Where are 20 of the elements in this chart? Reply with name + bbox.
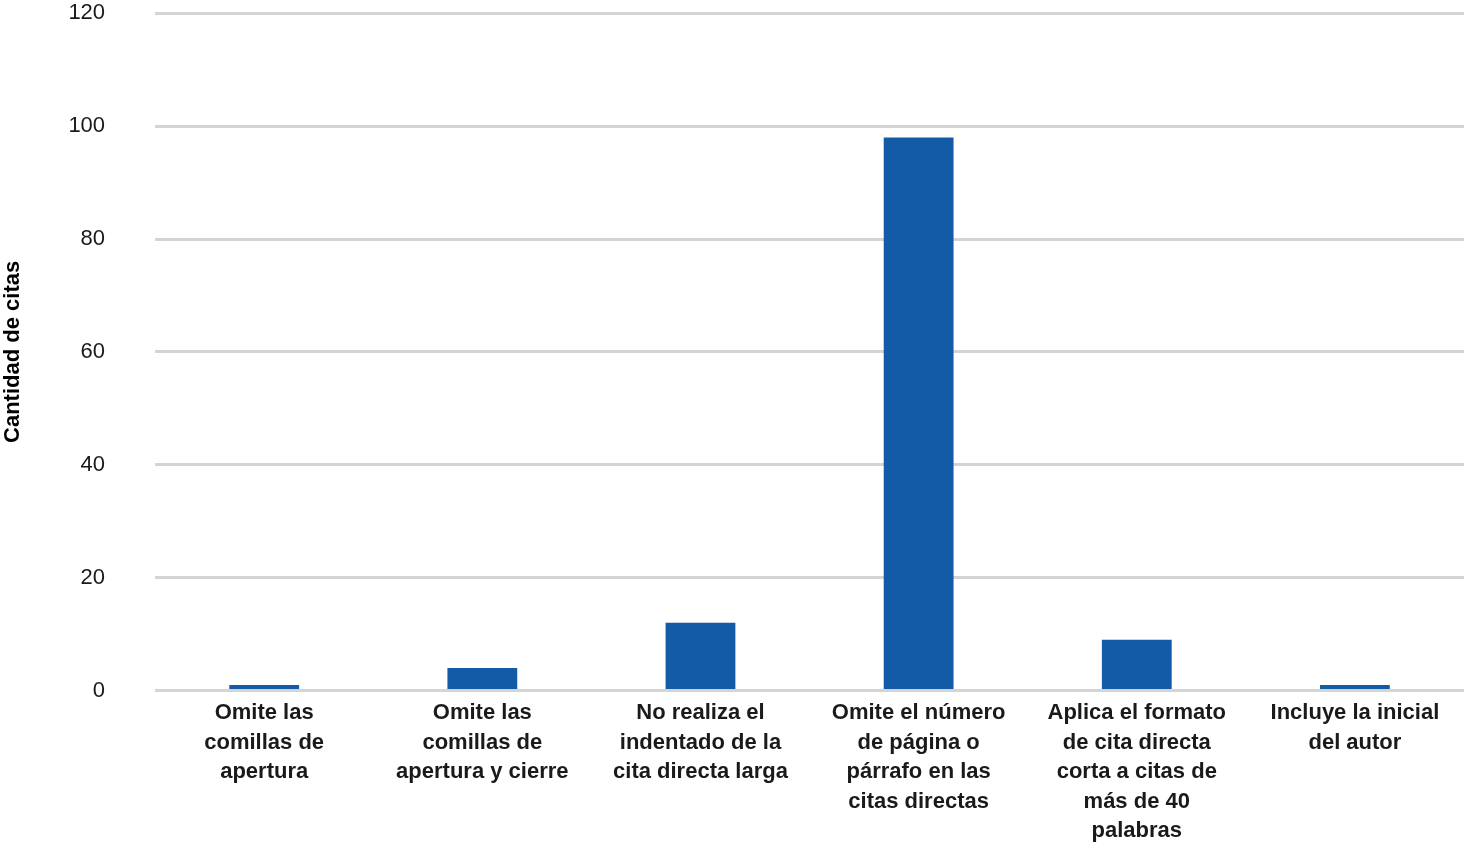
y-tick-label: 20 <box>80 563 106 589</box>
y-tick-label: 60 <box>80 337 106 363</box>
x-tick-label: No realiza el indentado de la cita directa larga <box>613 699 789 784</box>
x-tick-label: Incluye la inicial del autor <box>1270 699 1440 754</box>
y-tick-label: 0 <box>92 676 106 702</box>
x-tick-label: Aplica el formato de cita directa corta a citas de más de 40 palabras <box>1047 699 1227 843</box>
bar <box>883 137 954 690</box>
x-tick-label: Omite el número de página o párrafo en las citas directas <box>831 699 1006 813</box>
y-tick-label: 120 <box>68 0 106 25</box>
x-tick-label: Omite las comillas de apertura y cierre <box>396 699 569 784</box>
x-tick-label: Omite las comillas de apertura <box>204 699 325 784</box>
y-tick-label: 100 <box>68 112 106 138</box>
y-tick-label: 40 <box>80 450 106 476</box>
bar <box>229 684 300 690</box>
bar <box>447 668 518 690</box>
bar <box>665 622 736 690</box>
y-tick-label: 80 <box>80 225 106 251</box>
bar <box>1320 684 1390 690</box>
bar <box>1101 639 1172 690</box>
y-axis-title: Cantidad de citas <box>0 260 25 443</box>
